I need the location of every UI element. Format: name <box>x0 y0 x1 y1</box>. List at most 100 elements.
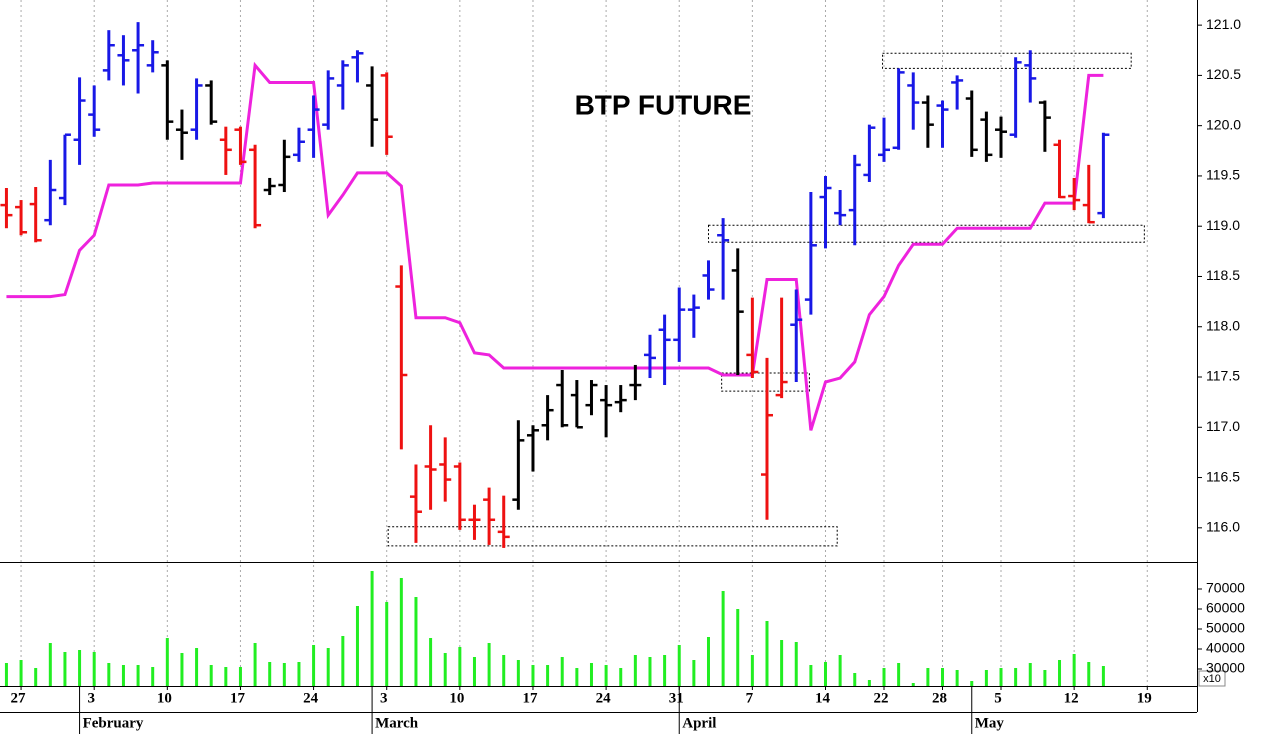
x-tick-label: 12 <box>1064 690 1079 706</box>
x-tick-label: 24 <box>596 690 612 706</box>
volume-tick-label: 50000 <box>1206 620 1245 636</box>
volume-tick-label: 70000 <box>1206 580 1245 596</box>
x-tick-label: 27 <box>11 690 27 706</box>
volume-bar <box>78 650 82 686</box>
x-tick-label: 7 <box>746 690 754 706</box>
x-tick-label: 3 <box>380 690 388 706</box>
x-tick-label: 17 <box>522 690 538 706</box>
y-tick-label: 118.5 <box>1206 267 1240 283</box>
volume-bar <box>911 683 915 686</box>
volume-bar <box>999 668 1003 686</box>
volume-bar <box>151 667 155 686</box>
volume-bar <box>531 665 535 686</box>
month-label: March <box>375 715 419 731</box>
volume-bar <box>560 657 564 686</box>
volume-bar <box>92 652 96 686</box>
y-tick-label: 121.0 <box>1206 16 1241 32</box>
volume-bar <box>472 657 476 686</box>
volume-bar <box>941 668 945 686</box>
volume-bar <box>1014 668 1018 686</box>
y-tick-label: 116.0 <box>1206 519 1240 535</box>
volume-bar <box>736 609 740 686</box>
volume-bar <box>867 680 871 686</box>
volume-bar <box>121 665 125 686</box>
volume-bar <box>677 645 681 686</box>
volume-bar <box>721 591 725 686</box>
volume-bar <box>253 643 257 686</box>
volume-bar <box>443 653 447 686</box>
zone-box <box>707 224 1145 243</box>
volume-tick-label: 30000 <box>1206 660 1245 676</box>
volume-bar <box>399 578 403 686</box>
volume-bar <box>1072 654 1076 686</box>
zone-box <box>387 526 838 547</box>
unit-box <box>1198 670 1226 687</box>
volume-bar <box>487 643 491 686</box>
stop-line <box>6 61 1104 431</box>
volume-bar <box>63 652 67 686</box>
y-tick-label: 120.5 <box>1206 66 1241 82</box>
volume-bar <box>414 597 418 686</box>
volume-bar <box>4 663 8 686</box>
volume-bar <box>1028 663 1032 686</box>
x-tick-label: 10 <box>449 690 464 706</box>
volume-bar <box>107 663 111 686</box>
x-tick-label: 31 <box>669 690 684 706</box>
volume-bar <box>794 642 798 686</box>
volume-bar <box>516 660 520 686</box>
volume-bar <box>838 655 842 686</box>
volume-tick-label: 60000 <box>1206 600 1245 616</box>
volume-bar <box>502 655 506 686</box>
volume-bar <box>926 668 930 686</box>
volume-bar <box>648 657 652 686</box>
volume-bar <box>297 662 301 686</box>
volume-bar <box>370 571 374 686</box>
x-tick-label: 24 <box>303 690 319 706</box>
x-tick-label: 28 <box>932 690 947 706</box>
y-tick-label: 119.5 <box>1206 167 1240 183</box>
volume-bar <box>209 665 213 686</box>
volume-bar <box>780 640 784 686</box>
chart-title: BTP FUTURE <box>575 89 752 120</box>
y-tick-label: 117.5 <box>1206 368 1240 384</box>
volume-bar <box>823 662 827 686</box>
volume-bar <box>136 665 140 686</box>
volume-bar <box>312 645 316 686</box>
month-label: February <box>83 715 144 731</box>
volume-bar <box>955 670 959 686</box>
x-tick-label: 22 <box>874 690 889 706</box>
volume-unit: x10 <box>1203 673 1221 685</box>
volume-bar <box>19 660 23 686</box>
volume-bar <box>224 667 228 686</box>
volume-tick-label: 40000 <box>1206 640 1245 656</box>
volume-bar <box>34 668 38 686</box>
volume-bar <box>355 606 359 686</box>
volume-bar <box>882 668 886 686</box>
x-tick-label: 17 <box>230 690 246 706</box>
x-tick-label: 10 <box>157 690 172 706</box>
volume-bar <box>268 662 272 686</box>
volume-bar <box>429 638 433 686</box>
volume-bar <box>1087 662 1091 686</box>
volume-bar <box>897 663 901 686</box>
volume-bar <box>604 665 608 686</box>
y-tick-label: 120.0 <box>1206 116 1241 132</box>
volume-bar <box>195 648 199 686</box>
volume-bar <box>575 668 579 686</box>
volume-bar <box>48 643 52 686</box>
volume-bar <box>589 663 593 686</box>
volume-bar <box>1101 666 1105 686</box>
month-label: April <box>682 715 716 731</box>
x-tick-label: 5 <box>994 690 1002 706</box>
volume-bar <box>663 655 667 686</box>
volume-bar <box>853 673 857 686</box>
volume-bar <box>765 621 769 686</box>
volume-bar <box>341 636 345 686</box>
x-tick-label: 14 <box>815 690 831 706</box>
volume-bar <box>1058 660 1062 686</box>
volume-bar <box>282 663 286 686</box>
zone-box <box>882 52 1132 69</box>
volume-bar <box>750 655 754 686</box>
volume-bar <box>970 681 974 686</box>
